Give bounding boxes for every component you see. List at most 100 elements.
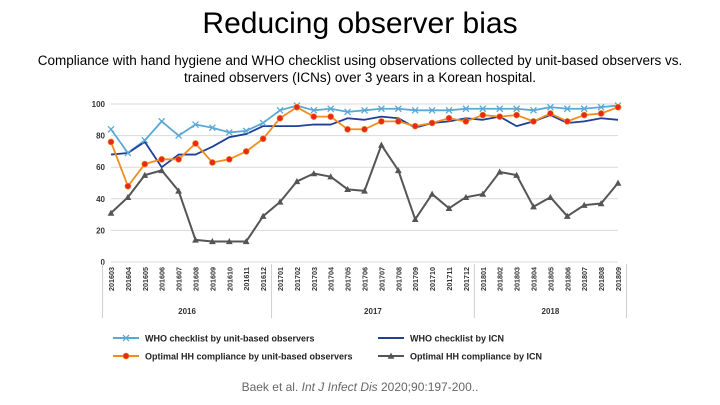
y-tick-label: 40 (96, 195, 105, 204)
series-2-point-22 (479, 111, 487, 119)
series-3-point-9 (259, 212, 267, 219)
citation-journal: Int J Infect Dis (301, 380, 378, 394)
x-tick-label: 201606 (158, 267, 167, 291)
series-2-point-12 (310, 113, 318, 120)
series-0-point-21 (462, 105, 470, 113)
x-tick-label: 201806 (563, 267, 572, 291)
series-3-point-0 (107, 209, 115, 216)
series-0-point-7 (225, 128, 233, 136)
series-0-point-15 (361, 106, 368, 114)
legend-label-2: Optimal HH compliance by unit-based obse… (145, 352, 353, 362)
series-0-point-22 (479, 105, 487, 113)
series-3-point-27 (563, 212, 571, 219)
series-0-point-23 (496, 105, 504, 113)
series-0-point-legend (122, 334, 130, 342)
series-2-point-17 (394, 118, 402, 125)
series-3-point-26 (547, 193, 554, 200)
x-tick-label: 201711 (445, 267, 454, 291)
series-2-point-6 (209, 159, 216, 166)
series-3-point-25 (530, 203, 537, 210)
series-0-point-27 (563, 105, 571, 113)
series-0-point-20 (445, 106, 453, 114)
series-3-point-1 (124, 193, 132, 200)
series-2-point-3 (158, 156, 165, 163)
series-0-point-9 (259, 119, 267, 127)
citation-details: 2020;90:197-200.. (377, 380, 479, 394)
slide-title: Reducing observer bias (202, 7, 518, 40)
series-3-point-16 (378, 141, 385, 148)
series-0-point-26 (546, 103, 554, 111)
series-0-point-4 (175, 132, 183, 140)
x-tick-label: 201702 (293, 267, 302, 291)
x-tick-label: 201805 (546, 267, 555, 291)
series-3-point-legend (387, 352, 395, 359)
x-tick-label: 201603 (107, 267, 116, 291)
series-2-point-26 (547, 110, 554, 117)
series-2-point-5 (192, 140, 199, 147)
series-2-point-11 (293, 103, 301, 111)
series-0-point-28 (580, 105, 588, 113)
series-2-point-2 (141, 160, 149, 168)
series-0-point-3 (158, 117, 166, 125)
series-0-point-18 (411, 106, 419, 114)
series-0-point-14 (344, 108, 352, 116)
series-0-point-5 (192, 121, 199, 128)
series-0-point-13 (327, 105, 335, 113)
series-3-point-2 (141, 171, 149, 178)
y-tick-label: 20 (96, 226, 105, 235)
y-tick-label: 80 (96, 132, 105, 141)
y-tick-label: 0 (101, 258, 106, 267)
series-3-point-21 (462, 193, 470, 200)
series-2-point-14 (344, 125, 351, 133)
series-0-point-6 (208, 124, 216, 132)
series-3-point-13 (327, 173, 335, 180)
series-3-point-11 (293, 178, 301, 185)
series-0-point-16 (377, 105, 385, 113)
series-3-point-3 (158, 166, 166, 174)
series-2-point-23 (496, 113, 504, 120)
series-3-point-24 (513, 171, 520, 178)
series-2-point-16 (378, 118, 385, 125)
series-0-point-12 (310, 106, 318, 114)
series-3-point-18 (411, 215, 419, 223)
series-0-point-24 (513, 105, 521, 113)
x-tick-label: 201709 (411, 267, 420, 291)
series-3-point-22 (479, 190, 487, 197)
series-3-point-28 (580, 201, 588, 208)
legend-label-1: WHO checklist by ICN (410, 334, 504, 344)
x-tick-label: 201802 (496, 267, 505, 291)
series-3-point-7 (225, 238, 233, 245)
series-3-point-4 (175, 187, 182, 194)
series-0-point-17 (394, 105, 402, 113)
x-tick-label: 201608 (192, 267, 201, 291)
x-tick-label: 201809 (614, 267, 623, 291)
y-tick-label: 100 (92, 100, 106, 109)
x-tick-label: 201703 (310, 267, 319, 291)
x-tick-label: 201612 (259, 267, 268, 291)
series-2-point-0 (107, 138, 115, 146)
series-2-point-legend (122, 352, 130, 360)
x-tick-label: 201708 (394, 267, 403, 291)
series-0-point-19 (428, 106, 436, 114)
series-2-point-27 (563, 118, 571, 125)
x-tick-label: 201609 (208, 267, 217, 291)
series-3-point-30 (614, 179, 622, 186)
x-tick-label: 201705 (344, 267, 353, 291)
series-3-point-8 (242, 238, 250, 245)
series-3-point-10 (276, 198, 284, 205)
series-0-point-0 (107, 125, 115, 133)
citation-authors: Baek et al. (241, 380, 302, 394)
series-2-point-13 (327, 113, 334, 120)
series-3-point-6 (209, 238, 216, 245)
series-2-point-28 (580, 111, 588, 119)
series-2-point-1 (124, 182, 132, 190)
x-tick-label: 201611 (242, 267, 251, 291)
series-2-point-24 (513, 111, 520, 119)
series-2-point-29 (597, 110, 605, 117)
year-label-2017: 2017 (364, 307, 382, 316)
x-tick-label: 201704 (327, 267, 336, 291)
series-0-point-29 (597, 103, 605, 111)
series-3-point-14 (344, 185, 351, 193)
series-3-point-17 (394, 166, 402, 174)
x-tick-label: 201710 (428, 267, 437, 291)
